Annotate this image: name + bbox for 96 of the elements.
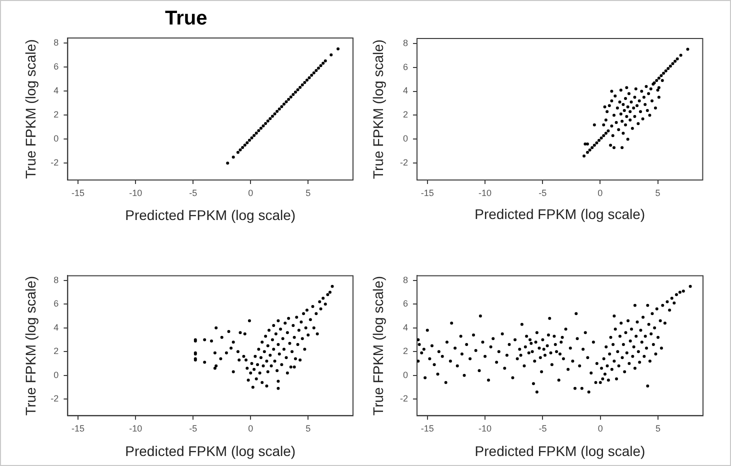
y-tick-label: 4 bbox=[402, 322, 408, 332]
point bbox=[310, 74, 314, 77]
point bbox=[292, 93, 295, 96]
x-tick-label: 5 bbox=[656, 424, 661, 434]
y-tick-label: 2 bbox=[54, 110, 59, 120]
y-tick-label: 2 bbox=[402, 346, 408, 356]
point bbox=[287, 98, 290, 101]
point bbox=[278, 108, 281, 110]
y-tick-label: 8 bbox=[402, 38, 408, 48]
y-tick-label: 8 bbox=[54, 274, 59, 285]
x-tick-label: 0 bbox=[598, 188, 603, 198]
point bbox=[303, 81, 306, 84]
x-tick-label: -15 bbox=[72, 424, 85, 434]
x-tick-label: -5 bbox=[538, 188, 547, 198]
point bbox=[316, 66, 320, 70]
y-tick-label: 2 bbox=[54, 346, 59, 356]
point bbox=[243, 144, 246, 147]
y-tick-label: 8 bbox=[402, 274, 408, 285]
point bbox=[308, 76, 311, 80]
point bbox=[276, 110, 279, 113]
point bbox=[266, 120, 270, 123]
point bbox=[284, 100, 288, 104]
point bbox=[226, 162, 230, 165]
x-tick-label: -15 bbox=[420, 424, 434, 434]
y-tick-label: 6 bbox=[54, 298, 59, 309]
x-tick-label: -5 bbox=[189, 424, 198, 434]
point bbox=[282, 102, 286, 106]
y-tick-label: 6 bbox=[402, 62, 408, 72]
point bbox=[330, 53, 333, 56]
y-tick-label: -2 bbox=[400, 394, 408, 404]
point bbox=[294, 90, 297, 94]
y-tick-label: 0 bbox=[54, 370, 59, 380]
point bbox=[322, 62, 325, 65]
y-tick-label: 2 bbox=[402, 110, 408, 120]
point bbox=[289, 95, 292, 98]
y-tick-label: 4 bbox=[54, 322, 59, 332]
x-tick-label: -5 bbox=[538, 424, 547, 434]
y-tick-label: -2 bbox=[400, 158, 408, 168]
point bbox=[273, 112, 276, 116]
x-tick-label: 0 bbox=[598, 424, 603, 434]
point bbox=[280, 105, 284, 108]
x-axis-title: Predicted FPKM (log scale) bbox=[474, 206, 646, 222]
y-tick-label: 4 bbox=[402, 86, 408, 96]
point bbox=[314, 68, 318, 72]
x-tick-label: -10 bbox=[478, 188, 492, 198]
x-axis-title: Predicted FPKM (log scale) bbox=[474, 443, 646, 460]
point bbox=[324, 59, 327, 62]
x-tick-label: 0 bbox=[248, 188, 254, 198]
point bbox=[238, 148, 242, 152]
point bbox=[257, 129, 260, 132]
point bbox=[336, 47, 340, 50]
point bbox=[296, 88, 300, 92]
y-tick-label: 0 bbox=[402, 370, 408, 380]
point bbox=[252, 134, 256, 137]
x-tick-label: 5 bbox=[306, 424, 311, 434]
chart-title: True bbox=[165, 8, 208, 30]
y-axis-title: True FPKM (log scale) bbox=[370, 39, 386, 180]
point bbox=[250, 136, 254, 140]
x-tick-label: 0 bbox=[248, 424, 254, 434]
x-tick-label: 5 bbox=[306, 188, 311, 198]
point bbox=[270, 114, 274, 118]
y-tick-label: 0 bbox=[54, 134, 59, 144]
point bbox=[268, 117, 272, 120]
x-tick-label: -10 bbox=[478, 424, 492, 434]
point bbox=[232, 156, 235, 159]
y-axis-title: True FPKM (log scale) bbox=[370, 276, 386, 416]
x-axis-title: Predicted FPKM (log scale) bbox=[125, 206, 296, 223]
x-tick-label: -10 bbox=[129, 188, 142, 198]
point bbox=[236, 150, 240, 154]
x-tick-label: -15 bbox=[72, 188, 85, 198]
point bbox=[262, 124, 265, 128]
point bbox=[246, 141, 249, 144]
point bbox=[254, 132, 258, 135]
x-tick-label: -10 bbox=[129, 424, 142, 434]
y-tick-label: 0 bbox=[402, 134, 408, 144]
y-axis-title: True FPKM (log scale) bbox=[22, 276, 39, 416]
y-tick-label: -2 bbox=[50, 394, 59, 404]
point bbox=[300, 83, 304, 86]
x-axis-title: Predicted FPKM (log scale) bbox=[125, 443, 296, 460]
point bbox=[319, 64, 322, 68]
point bbox=[259, 126, 262, 130]
point bbox=[298, 86, 302, 89]
x-tick-label: 5 bbox=[655, 188, 660, 198]
point bbox=[305, 78, 308, 82]
point bbox=[264, 122, 268, 125]
point bbox=[241, 146, 244, 150]
y-tick-label: 8 bbox=[54, 37, 59, 48]
point bbox=[248, 138, 251, 142]
y-axis-title: True FPKM (log scale) bbox=[22, 39, 39, 179]
y-tick-label: -2 bbox=[50, 158, 59, 168]
x-tick-label: -5 bbox=[189, 188, 198, 198]
point bbox=[312, 71, 316, 74]
x-tick-label: -15 bbox=[420, 188, 434, 198]
y-tick-label: 6 bbox=[402, 298, 408, 309]
y-tick-label: 4 bbox=[54, 85, 59, 96]
y-tick-label: 6 bbox=[54, 61, 59, 72]
